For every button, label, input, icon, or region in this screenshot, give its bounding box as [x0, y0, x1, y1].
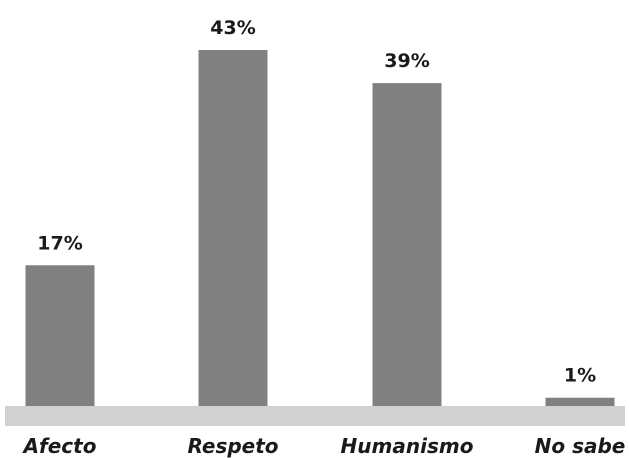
bar-humanismo: [372, 83, 442, 407]
category-label-afecto: Afecto: [22, 434, 97, 458]
chart-floor: [5, 406, 625, 426]
value-labels-group: 17% 43% 39% 1%: [37, 17, 596, 387]
value-label-respeto: 43%: [210, 17, 255, 39]
value-label-humanismo: 39%: [384, 50, 429, 72]
bar-afecto: [25, 265, 95, 406]
category-labels-group: Afecto Respeto Humanismo No sabe: [22, 434, 626, 458]
category-label-no-sabe: No sabe: [535, 434, 626, 458]
value-label-afecto: 17%: [37, 232, 82, 254]
bar-no-sabe: [545, 397, 615, 406]
value-label-no-sabe: 1%: [564, 365, 596, 387]
category-label-humanismo: Humanismo: [341, 434, 474, 458]
bar-respeto: [198, 50, 268, 406]
bars-group: [25, 50, 615, 407]
category-label-respeto: Respeto: [187, 434, 278, 458]
